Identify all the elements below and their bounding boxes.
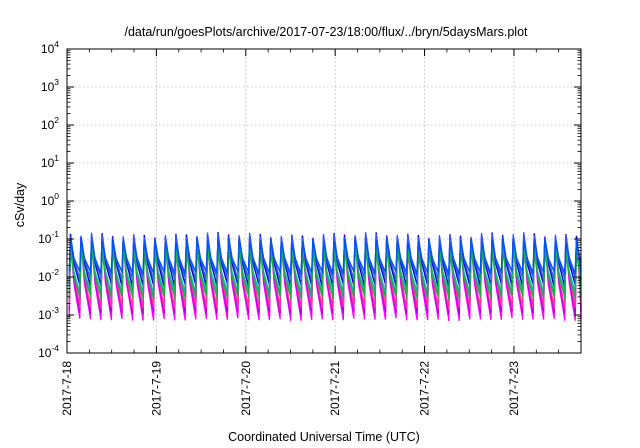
x-axis-label: Coordinated Universal Time (UTC)	[228, 430, 420, 444]
y-tick-label: 10-2	[38, 267, 59, 284]
x-tick-label: 2017-7-23	[507, 361, 521, 416]
y-tick-label: 102	[41, 115, 59, 132]
y-axis-label: cSv/day	[13, 182, 27, 227]
chart-title: /data/run/goesPlots/archive/2017-07-23/1…	[124, 25, 528, 39]
x-tick-label: 2017-7-19	[149, 361, 163, 416]
grid-lines	[67, 49, 581, 353]
x-tick-label: 2017-7-18	[60, 361, 74, 416]
y-tick-label: 10-1	[38, 229, 59, 246]
series-group	[68, 231, 582, 322]
x-axis: 2017-7-18 2017-7-19 2017-7-20 2017-7-21 2017…	[60, 49, 560, 416]
y-tick-label: 101	[41, 153, 59, 170]
x-tick-label: 2017-7-22	[418, 361, 432, 416]
x-tick-label: 2017-7-21	[328, 361, 342, 416]
y-tick-label: 100	[41, 191, 59, 208]
x-tick-label: 2017-7-20	[239, 361, 253, 416]
y-tick-label: 103	[41, 77, 59, 94]
y-tick-label: 10-3	[38, 305, 59, 322]
y-tick-label: 104	[41, 39, 59, 56]
series-line	[68, 236, 582, 276]
y-tick-label: 10-4	[38, 343, 59, 360]
